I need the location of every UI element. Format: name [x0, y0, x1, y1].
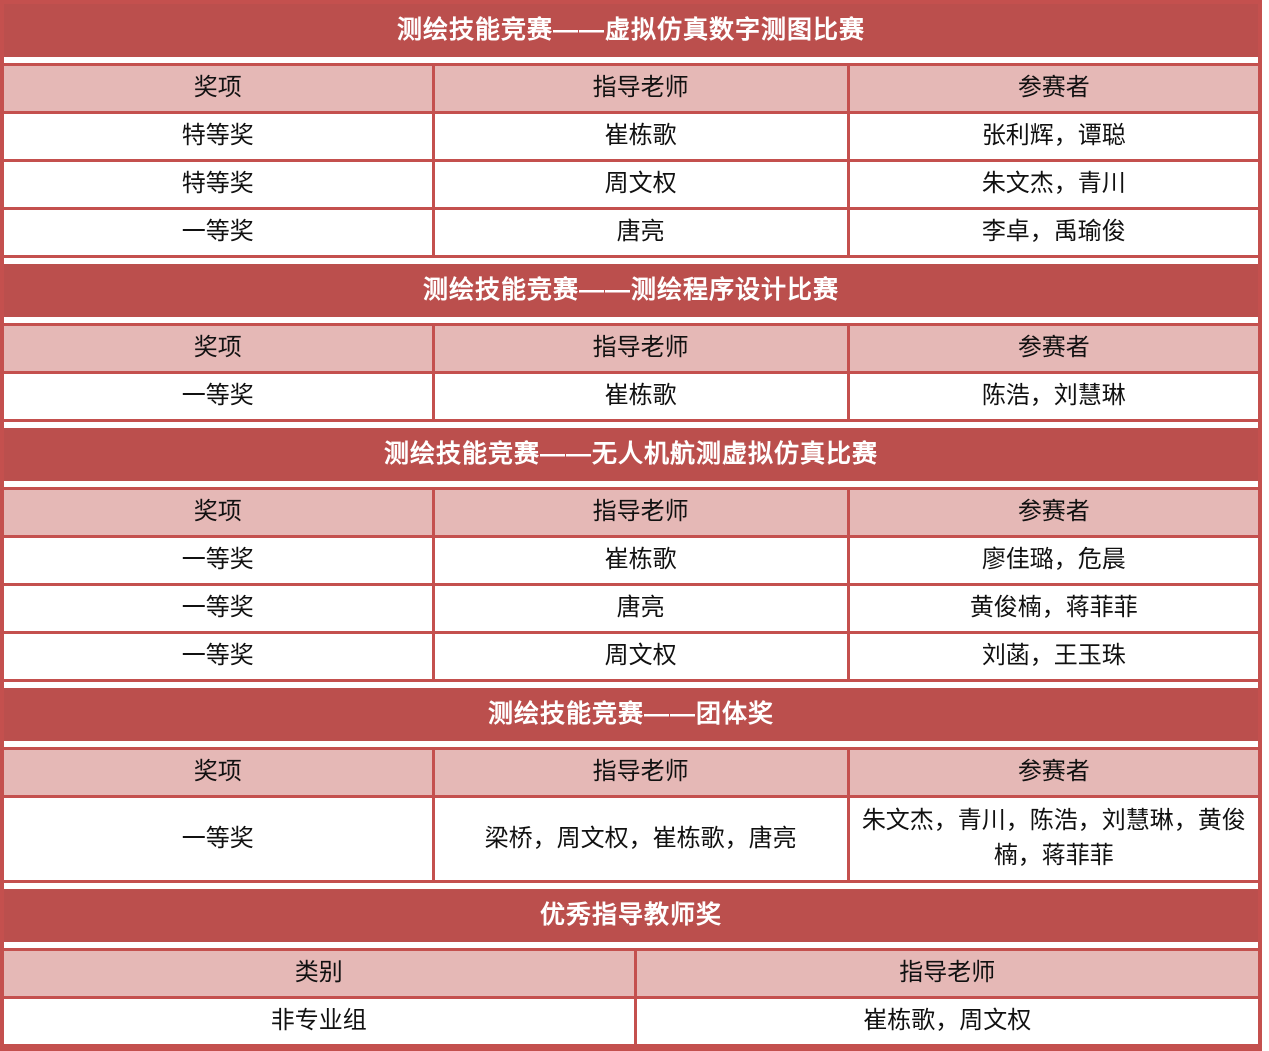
table-row: 特等奖 周文权 朱文杰，青川 — [4, 162, 1258, 210]
column-header-participants: 参赛者 — [846, 66, 1258, 111]
column-header-teacher: 指导老师 — [431, 326, 847, 371]
teacher-cell: 崔栋歌，周文权 — [633, 999, 1258, 1044]
teacher-cell: 唐亮 — [431, 210, 847, 255]
award-cell: 一等奖 — [181, 824, 254, 852]
teacher-cell: 周文权 — [431, 162, 847, 207]
column-header-teacher: 指导老师 — [431, 750, 847, 795]
column-header-participants: 参赛者 — [846, 750, 1258, 795]
category-cell: 非专业组 — [270, 1007, 367, 1035]
participants-cell: 黄俊楠，蒋菲菲 — [846, 586, 1258, 631]
award-cell: 一等奖 — [181, 546, 254, 574]
section-title-band: 测绘技能竞赛——无人机航测虚拟仿真比赛 — [4, 428, 1258, 481]
column-header-teacher: 指导老师 — [431, 66, 847, 111]
table-row: 特等奖 崔栋歌 张利辉，谭聪 — [4, 114, 1258, 162]
column-header-participants: 参赛者 — [846, 326, 1258, 371]
award-cell: 一等奖 — [181, 594, 254, 622]
column-header-row: 奖项 指导老师 参赛者 — [4, 323, 1258, 374]
teacher-cell: 崔栋歌 — [431, 374, 847, 419]
column-header-participants: 参赛者 — [846, 490, 1258, 535]
participants-cell: 李卓，禹瑜俊 — [846, 210, 1258, 255]
table-row: 一等奖 周文权 刘菡，王玉珠 — [4, 634, 1258, 682]
column-header-teacher: 指导老师 — [633, 951, 1258, 996]
column-header-award: 奖项 — [4, 326, 432, 371]
column-header-row: 类别 指导老师 — [4, 948, 1258, 999]
participants-cell: 张利辉，谭聪 — [846, 114, 1258, 159]
column-header-teacher: 指导老师 — [431, 490, 847, 535]
teacher-cell: 周文权 — [431, 634, 847, 679]
teacher-cell: 崔栋歌 — [431, 538, 847, 583]
participants-cell: 朱文杰，青川，陈浩，刘慧琳，黄俊楠，蒋菲菲 — [846, 798, 1258, 880]
table-row: 一等奖 崔栋歌 陈浩，刘慧琳 — [4, 374, 1258, 422]
column-header-row: 奖项 指导老师 参赛者 — [4, 63, 1258, 114]
table-row: 一等奖 梁桥，周文权，崔栋歌，唐亮 朱文杰，青川，陈浩，刘慧琳，黄俊楠，蒋菲菲 — [4, 798, 1258, 883]
participants-cell: 朱文杰，青川 — [846, 162, 1258, 207]
participants-cell: 廖佳璐，危晨 — [846, 538, 1258, 583]
table-row: 一等奖 崔栋歌 廖佳璐，危晨 — [4, 538, 1258, 586]
teacher-cell: 梁桥，周文权，崔栋歌，唐亮 — [431, 798, 847, 880]
column-header-award: 奖项 — [4, 66, 432, 111]
participants-cell: 陈浩，刘慧琳 — [846, 374, 1258, 419]
column-header-category: 类别 — [4, 951, 634, 996]
column-header-row: 奖项 指导老师 参赛者 — [4, 487, 1258, 538]
table-row: 一等奖 唐亮 黄俊楠，蒋菲菲 — [4, 586, 1258, 634]
table-row: 一等奖 唐亮 李卓，禹瑜俊 — [4, 210, 1258, 258]
award-cell: 一等奖 — [181, 642, 254, 670]
table-row: 非专业组 崔栋歌，周文权 — [4, 999, 1258, 1047]
award-cell: 一等奖 — [181, 382, 254, 410]
teacher-cell: 崔栋歌 — [431, 114, 847, 159]
column-header-award: 奖项 — [4, 490, 432, 535]
section-title-band: 测绘技能竞赛——团体奖 — [4, 688, 1258, 741]
column-header-row: 奖项 指导老师 参赛者 — [4, 747, 1258, 798]
section-title-band: 测绘技能竞赛——虚拟仿真数字测图比赛 — [4, 4, 1258, 57]
award-cell: 特等奖 — [181, 122, 254, 150]
teacher-cell: 唐亮 — [431, 586, 847, 631]
award-cell: 一等奖 — [181, 218, 254, 246]
section-title-band: 测绘技能竞赛——测绘程序设计比赛 — [4, 264, 1258, 317]
section-title-band: 优秀指导教师奖 — [4, 889, 1258, 942]
column-header-award: 奖项 — [4, 750, 432, 795]
award-cell: 特等奖 — [181, 170, 254, 198]
participants-cell: 刘菡，王玉珠 — [846, 634, 1258, 679]
